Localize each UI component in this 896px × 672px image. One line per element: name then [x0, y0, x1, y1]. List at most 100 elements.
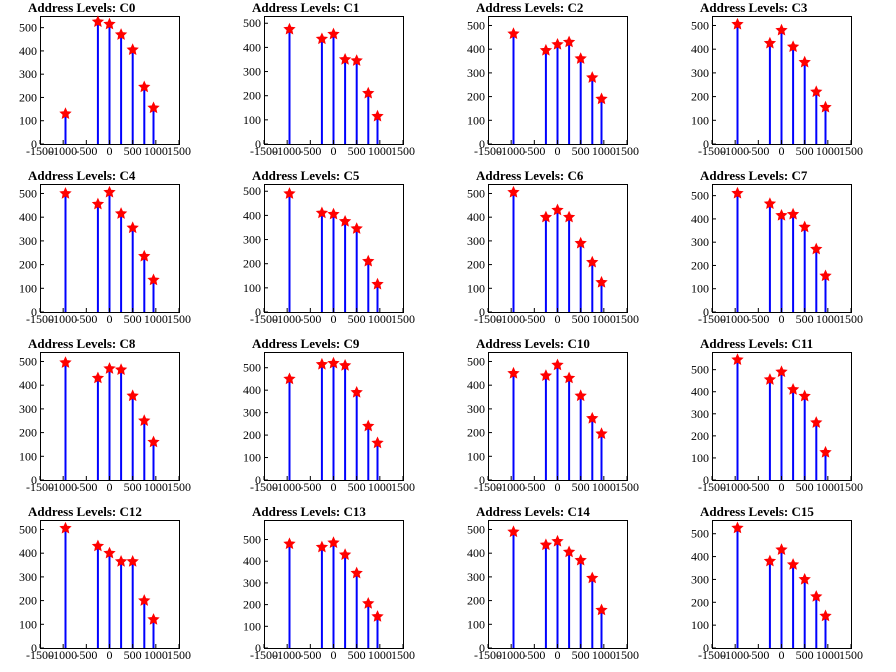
data-marker [126, 221, 139, 234]
x-tick-label: 0 [331, 144, 337, 158]
y-tick-label: 500 [19, 21, 37, 35]
y-tick-label: 0 [479, 305, 485, 319]
bar [591, 418, 594, 480]
x-tick-label: 1000 [144, 312, 168, 326]
bar [792, 46, 795, 144]
x-tick-label: -1000 [721, 648, 749, 662]
x-tick-label: -1000 [721, 144, 749, 158]
bar [579, 243, 582, 312]
data-marker [338, 548, 352, 560]
data-marker [731, 521, 744, 534]
bar [512, 33, 515, 144]
x-tick-label: -500 [75, 480, 97, 494]
x-tick-label: 1500 [839, 144, 863, 158]
x-tick-label: -1000 [497, 480, 525, 494]
bar [815, 249, 818, 312]
data-marker [315, 32, 329, 45]
bar [568, 217, 571, 312]
x-tick-label: 1000 [816, 648, 840, 662]
y-tick-label: 200 [243, 428, 261, 442]
x-tick-label: -500 [299, 480, 321, 494]
chart-panel: Address Levels: C40100200300400500-1500-… [19, 168, 191, 326]
y-tick-label: 0 [31, 305, 37, 319]
bar [780, 30, 783, 145]
y-tick-label: 500 [467, 18, 485, 32]
x-tick-label: 500 [124, 648, 142, 662]
bar [376, 116, 379, 144]
x-tick-label: -1000 [497, 648, 525, 662]
bar [320, 213, 323, 312]
x-tick-label: -500 [75, 312, 97, 326]
x-tick-label: 1000 [368, 144, 392, 158]
data-marker [114, 555, 128, 567]
chart-title: Address Levels: C14 [476, 504, 590, 519]
y-tick-label: 400 [691, 550, 709, 564]
data-marker [59, 521, 72, 534]
y-tick-label: 100 [243, 281, 261, 295]
x-tick-label: -1000 [497, 312, 525, 326]
data-marker [91, 197, 105, 210]
data-marker [798, 572, 811, 585]
chart-panel: Address Levels: C15 0 100 200 300 400 500 -1500… [691, 504, 863, 662]
x-tick-label: -1000 [49, 480, 77, 494]
x-tick-label: 1500 [391, 480, 415, 494]
y-tick-label: 500 [19, 522, 37, 536]
y-tick-label: 400 [19, 546, 37, 560]
data-marker [763, 36, 777, 49]
y-tick-label: 500 [467, 186, 485, 200]
x-tick-label: -500 [747, 648, 769, 662]
data-marker [362, 86, 375, 99]
x-tick-label: 500 [572, 144, 590, 158]
data-marker [59, 356, 72, 368]
data-marker [731, 353, 744, 365]
y-tick-label: 500 [691, 363, 709, 377]
y-tick-label: 200 [467, 426, 485, 440]
data-marker [126, 389, 139, 402]
x-tick-label: 500 [124, 480, 142, 494]
y-tick-label: 400 [467, 42, 485, 56]
bar [288, 29, 291, 144]
data-marker [103, 17, 116, 30]
x-tick-label: 1500 [615, 480, 639, 494]
plot-frame [712, 352, 852, 481]
plot-frame [264, 520, 404, 649]
x-tick-label: 0 [107, 480, 113, 494]
bar [768, 43, 771, 144]
plot-frame [712, 520, 852, 649]
x-tick-label: -500 [747, 312, 769, 326]
bar [64, 528, 67, 648]
y-tick-label: 400 [467, 210, 485, 224]
x-tick-label: 500 [796, 144, 814, 158]
data-marker [786, 40, 800, 53]
data-marker [586, 255, 599, 268]
x-tick-label: -1000 [273, 480, 301, 494]
y-tick-label: 500 [691, 18, 709, 32]
data-marker [586, 71, 599, 83]
x-tick-label: 500 [124, 144, 142, 158]
x-tick-label: -500 [523, 144, 545, 158]
y-tick-label: 200 [243, 89, 261, 103]
data-marker [810, 85, 823, 98]
chart-title: Address Levels: C6 [476, 168, 584, 183]
bar [96, 21, 99, 144]
data-marker [350, 385, 363, 398]
bar [792, 389, 795, 480]
x-tick-label: 1000 [368, 312, 392, 326]
y-tick-label: 400 [243, 554, 261, 568]
y-tick-label: 100 [691, 282, 709, 296]
y-tick-label: 100 [19, 617, 37, 631]
x-tick-label: 1500 [839, 648, 863, 662]
data-marker [595, 427, 608, 440]
plot-frame [264, 184, 404, 313]
bar [355, 60, 358, 145]
data-marker [507, 525, 520, 538]
plot-frame [488, 16, 628, 145]
chart-title: Address Levels: C15 [700, 504, 814, 519]
data-marker [103, 185, 116, 198]
y-tick-label: 100 [243, 619, 261, 633]
x-tick-label: 1500 [839, 480, 863, 494]
bar [344, 554, 347, 648]
data-marker [507, 366, 520, 379]
y-tick-label: 300 [467, 402, 485, 416]
y-tick-label: 0 [255, 473, 261, 487]
